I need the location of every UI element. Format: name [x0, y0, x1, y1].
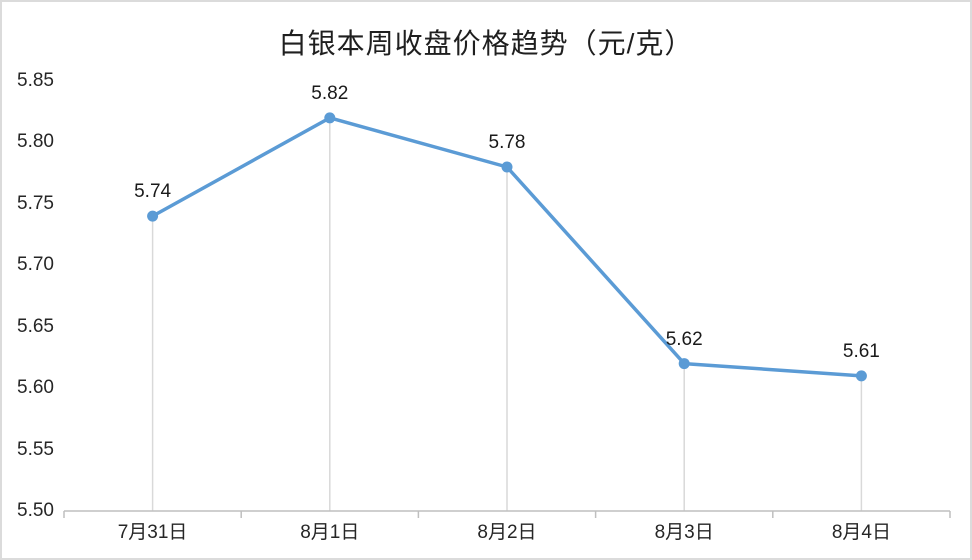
data-label: 5.78 [488, 132, 526, 153]
x-axis-category-label: 8月2日 [477, 522, 537, 543]
x-axis-category-label: 8月3日 [654, 522, 714, 543]
data-point-marker [855, 370, 867, 382]
data-point-marker [147, 210, 159, 222]
x-axis-category-label: 7月31日 [117, 522, 188, 543]
y-axis-tick-label: 5.75 [17, 192, 54, 214]
y-axis-tick-label: 5.50 [17, 500, 54, 521]
y-axis-tick-label: 5.65 [17, 315, 54, 337]
x-axis-category-label: 8月4日 [831, 522, 891, 543]
x-axis-category-label: 8月1日 [300, 522, 360, 543]
data-point-marker [324, 112, 336, 124]
chart-title: 白银本周收盘价格趋势（元/克） [278, 28, 694, 59]
y-axis-tick-label: 5.55 [17, 438, 54, 460]
y-axis-tick-label: 5.85 [17, 70, 54, 91]
data-label: 5.74 [134, 181, 172, 203]
y-axis-tick-label: 5.60 [17, 377, 54, 399]
data-label: 5.61 [842, 340, 880, 362]
data-label: 5.82 [311, 82, 349, 104]
data-label: 5.62 [665, 328, 703, 350]
data-point-marker [678, 358, 690, 370]
y-axis-tick-label: 5.70 [17, 254, 54, 276]
data-point-marker [501, 161, 513, 173]
y-axis-tick-label: 5.80 [17, 131, 54, 153]
